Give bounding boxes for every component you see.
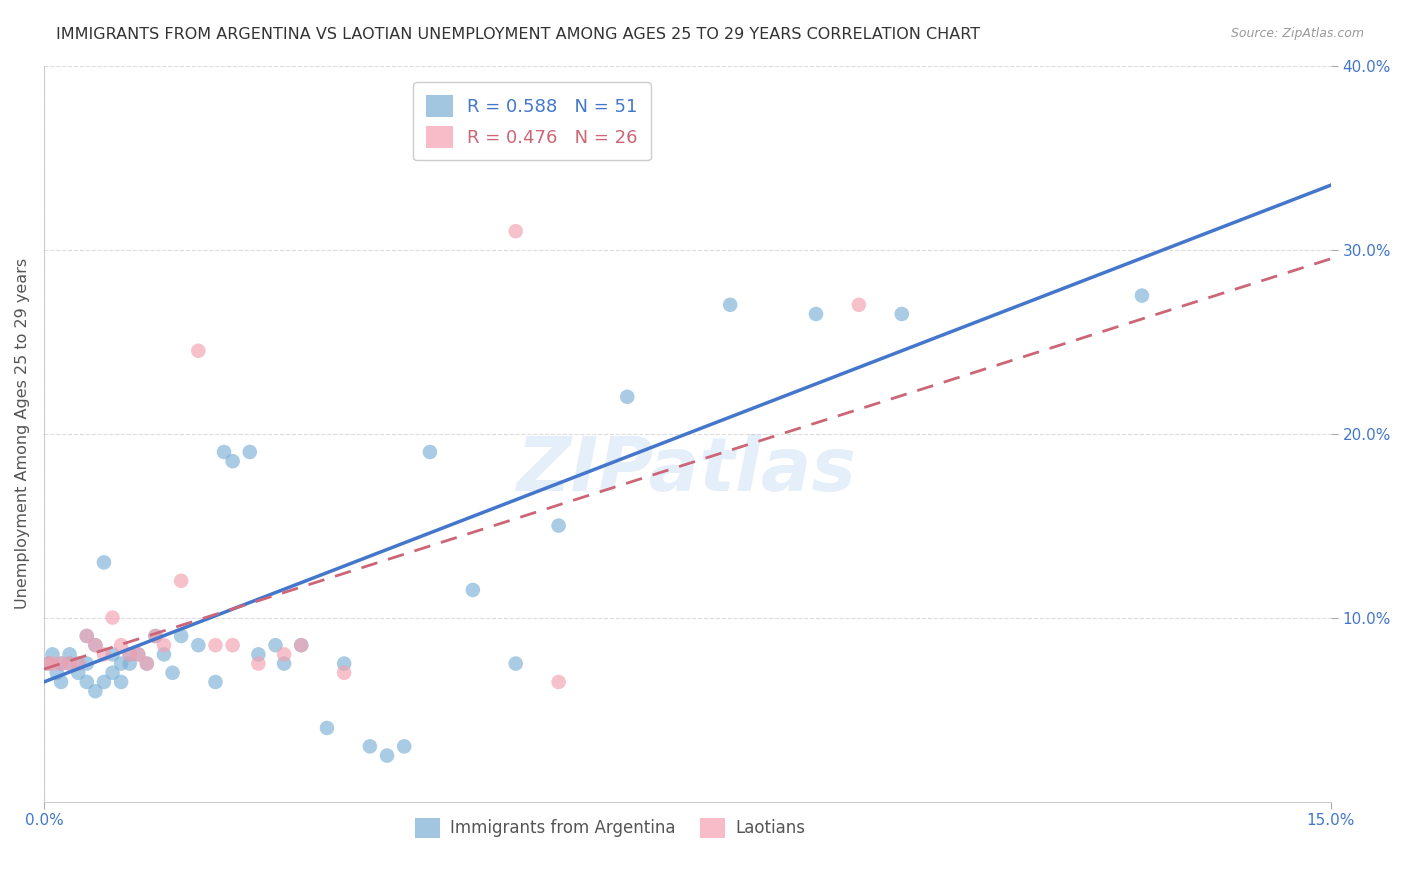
- Point: [110, 675, 132, 690]
- Point: [392, 739, 415, 754]
- Text: IMMIGRANTS FROM ARGENTINA VS LAOTIAN UNEMPLOYMENT AMONG AGES 25 TO 29 YEARS CORR: IMMIGRANTS FROM ARGENTINA VS LAOTIAN UNE…: [56, 27, 980, 42]
- Text: Source: ZipAtlas.com: Source: ZipAtlas.com: [1230, 27, 1364, 40]
- Point: [118, 648, 141, 662]
- Point: [49, 675, 72, 690]
- Point: [170, 629, 193, 643]
- Point: [41, 648, 63, 662]
- Point: [616, 390, 638, 404]
- Point: [135, 657, 157, 671]
- Point: [59, 657, 82, 671]
- Point: [110, 657, 132, 671]
- Point: [76, 675, 98, 690]
- Point: [505, 657, 527, 671]
- Point: [505, 224, 527, 238]
- Point: [145, 629, 167, 643]
- Point: [153, 638, 176, 652]
- Point: [804, 307, 827, 321]
- Legend: Immigrants from Argentina, Laotians: Immigrants from Argentina, Laotians: [408, 811, 813, 845]
- Point: [145, 629, 167, 643]
- Point: [84, 638, 107, 652]
- Point: [84, 684, 107, 698]
- Point: [221, 638, 243, 652]
- Point: [76, 629, 98, 643]
- Point: [375, 748, 398, 763]
- Point: [59, 657, 82, 671]
- Point: [93, 555, 115, 569]
- Point: [118, 657, 141, 671]
- Point: [45, 665, 67, 680]
- Point: [67, 665, 90, 680]
- Point: [110, 638, 132, 652]
- Point: [187, 343, 209, 358]
- Point: [118, 648, 141, 662]
- Point: [59, 648, 82, 662]
- Point: [247, 648, 270, 662]
- Point: [101, 665, 124, 680]
- Point: [461, 582, 484, 597]
- Point: [162, 665, 184, 680]
- Point: [101, 610, 124, 624]
- Point: [273, 657, 295, 671]
- Point: [135, 657, 157, 671]
- Point: [37, 657, 59, 671]
- Point: [84, 638, 107, 652]
- Point: [76, 629, 98, 643]
- Point: [221, 454, 243, 468]
- Point: [67, 657, 90, 671]
- Point: [239, 445, 262, 459]
- Point: [76, 657, 98, 671]
- Point: [153, 648, 176, 662]
- Point: [333, 657, 356, 671]
- Point: [718, 298, 741, 312]
- Point: [890, 307, 912, 321]
- Point: [247, 657, 270, 671]
- Y-axis label: Unemployment Among Ages 25 to 29 years: Unemployment Among Ages 25 to 29 years: [15, 258, 30, 609]
- Point: [547, 518, 569, 533]
- Point: [170, 574, 193, 588]
- Point: [127, 648, 149, 662]
- Point: [93, 648, 115, 662]
- Point: [290, 638, 312, 652]
- Point: [49, 657, 72, 671]
- Point: [37, 657, 59, 671]
- Point: [273, 648, 295, 662]
- Point: [316, 721, 339, 735]
- Text: ZIPatlas: ZIPatlas: [517, 434, 858, 507]
- Point: [419, 445, 441, 459]
- Point: [212, 445, 235, 459]
- Point: [49, 657, 72, 671]
- Point: [127, 648, 149, 662]
- Point: [359, 739, 381, 754]
- Point: [290, 638, 312, 652]
- Point: [187, 638, 209, 652]
- Point: [204, 675, 226, 690]
- Point: [848, 298, 870, 312]
- Point: [41, 657, 63, 671]
- Point: [1130, 288, 1153, 302]
- Point: [547, 675, 569, 690]
- Point: [204, 638, 226, 652]
- Point: [264, 638, 287, 652]
- Point: [333, 665, 356, 680]
- Point: [101, 648, 124, 662]
- Point: [93, 675, 115, 690]
- Point: [67, 657, 90, 671]
